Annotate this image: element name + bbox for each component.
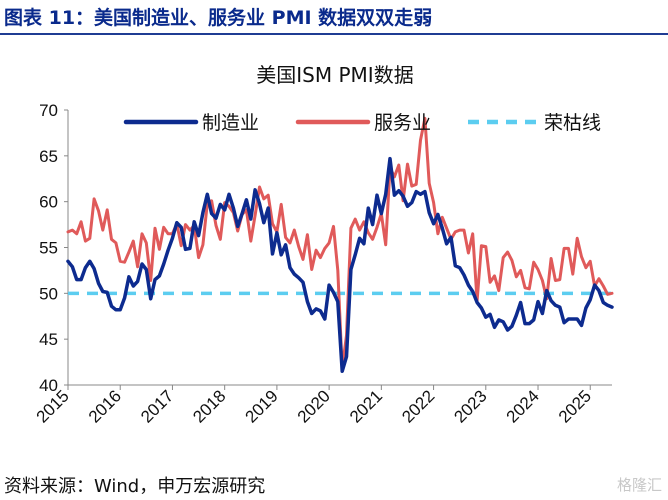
y-tick-label: 45 bbox=[39, 330, 58, 349]
legend-label-services: 服务业 bbox=[374, 112, 431, 134]
x-tick-label: 2022 bbox=[398, 386, 438, 426]
legend-label-threshold: 荣枯线 bbox=[544, 112, 601, 134]
y-tick-label: 70 bbox=[39, 101, 58, 120]
chart-title: 美国ISM PMI数据 bbox=[256, 63, 413, 87]
x-tick-label: 2024 bbox=[503, 386, 543, 426]
x-tick-label: 2020 bbox=[294, 386, 334, 426]
manufacturing-pmi-line bbox=[66, 156, 614, 374]
x-tick-label: 2018 bbox=[189, 386, 229, 426]
x-tick-label: 2016 bbox=[85, 386, 125, 426]
x-tick-label: 2023 bbox=[450, 386, 490, 426]
x-tick-label: 2025 bbox=[555, 386, 595, 426]
source-note: 资料来源：Wind，申万宏源研究 bbox=[4, 476, 266, 497]
x-tick-label: 2017 bbox=[137, 386, 177, 426]
figure-title: 图表 11：美国制造业、服务业 PMI 数据双双走弱 bbox=[4, 7, 433, 29]
watermark-logo: 格隆汇 bbox=[616, 476, 662, 494]
title-divider bbox=[0, 33, 668, 35]
y-tick-label: 50 bbox=[39, 284, 58, 303]
x-tick-label: 2021 bbox=[346, 386, 386, 426]
chart-legend: 制造业 服务业 荣枯线 bbox=[123, 112, 601, 134]
y-tick-label: 40 bbox=[39, 376, 58, 395]
series-layer bbox=[66, 116, 614, 374]
y-tick-label: 60 bbox=[39, 193, 58, 212]
legend-label-manufacturing: 制造业 bbox=[202, 112, 259, 134]
y-tick-label: 55 bbox=[39, 239, 58, 258]
y-tick-label: 65 bbox=[39, 147, 58, 166]
x-tick-label: 2019 bbox=[242, 386, 282, 426]
